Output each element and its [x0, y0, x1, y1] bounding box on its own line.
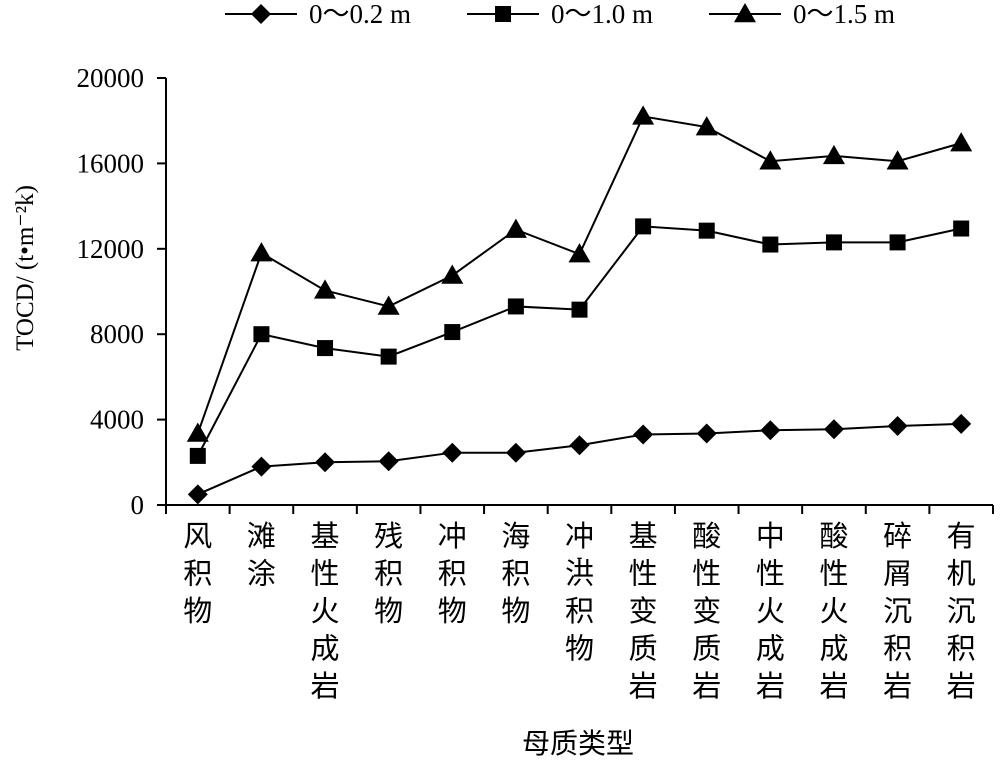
x-tick-label: 海积物 [501, 519, 530, 628]
y-tick-label: 4000 [90, 405, 144, 435]
x-tick-label: 风积物 [183, 519, 212, 628]
data-point [635, 218, 652, 235]
data-point [189, 447, 206, 464]
series-group [186, 105, 973, 505]
data-point [889, 234, 906, 251]
legend-marker [734, 3, 756, 23]
y-tick-label: 20000 [77, 63, 145, 93]
legend-label: 0～0.2 m [309, 0, 411, 29]
y-axis-title: TOCD/ (t•m⁻²k) [12, 185, 39, 351]
data-point [695, 116, 718, 136]
data-point [315, 452, 336, 473]
y-ticks: 0 4000 8000 12000 16000 20000 [77, 63, 166, 520]
data-point [377, 295, 400, 315]
y-tick-label: 8000 [90, 319, 144, 349]
data-point [186, 422, 209, 442]
legend-label: 0～1.0 m [551, 0, 653, 29]
legend-item: 0～0.2 m [225, 0, 411, 29]
y-tick-label: 16000 [77, 148, 145, 178]
data-point [953, 220, 970, 237]
x-tick-label: 冲积物 [438, 519, 467, 628]
data-point [632, 105, 655, 125]
legend-marker [495, 6, 511, 22]
data-point [251, 456, 272, 477]
data-point [317, 340, 334, 357]
x-tick-label: 滩涂 [247, 519, 276, 591]
data-point [505, 442, 526, 463]
legend-item: 0～1.5 m [709, 0, 895, 29]
x-tick-label: 酸性变质岩 [692, 519, 721, 703]
data-point [441, 264, 464, 284]
x-tick-label: 碎屑沉积岩 [883, 519, 912, 703]
axes [165, 78, 993, 506]
x-tick-label: 有机沉积岩 [947, 519, 976, 703]
data-point [759, 150, 782, 170]
x-ticks: 风积物 滩涂 基性火成岩 残积物 冲积物 海积物 冲-洪积物 基性变质岩 酸性变质岩 中性火成岩 酸… [165, 505, 994, 703]
data-point [823, 419, 844, 440]
data-point [442, 442, 463, 463]
y-tick-label: 12000 [77, 234, 145, 264]
data-point [569, 435, 590, 456]
series-square [189, 218, 970, 464]
data-point [444, 324, 461, 341]
data-point [250, 242, 273, 262]
data-point [633, 424, 654, 445]
legend: 0～0.2 m 0～1.0 m 0～1.5 m [225, 0, 895, 29]
data-point [950, 132, 973, 152]
legend-marker [251, 4, 271, 24]
data-point [951, 413, 972, 434]
legend-label: 0～1.5 m [793, 0, 895, 29]
series-line [197, 422, 962, 496]
data-point [378, 451, 399, 472]
data-point [887, 416, 908, 437]
data-point [762, 236, 779, 253]
x-axis-title: 母质类型 [522, 727, 634, 760]
data-point [187, 484, 208, 505]
data-point [504, 218, 527, 238]
data-point [253, 326, 270, 343]
data-point [314, 279, 337, 299]
x-tick-label: 冲-洪积物 [565, 519, 594, 666]
x-tick-label: 基性变质岩 [629, 519, 658, 703]
data-point [571, 301, 588, 318]
series-line [196, 115, 962, 434]
data-point [507, 298, 524, 315]
data-point [822, 144, 845, 165]
legend-item: 0～1.0 m [467, 0, 653, 29]
y-tick-label: 0 [131, 490, 145, 520]
data-point [825, 234, 842, 251]
x-tick-label: 基性火成岩 [311, 519, 340, 703]
x-tick-label: 中性火成岩 [756, 519, 785, 703]
data-point [380, 348, 397, 365]
data-point [696, 423, 717, 444]
series-diamond [187, 413, 972, 505]
series-triangle [186, 105, 973, 442]
data-point [760, 420, 781, 441]
data-point [568, 243, 591, 263]
x-tick-label: 残积物 [374, 519, 403, 628]
data-point [886, 150, 909, 170]
data-point [698, 222, 715, 239]
x-tick-label: 酸性火成岩 [819, 519, 848, 703]
